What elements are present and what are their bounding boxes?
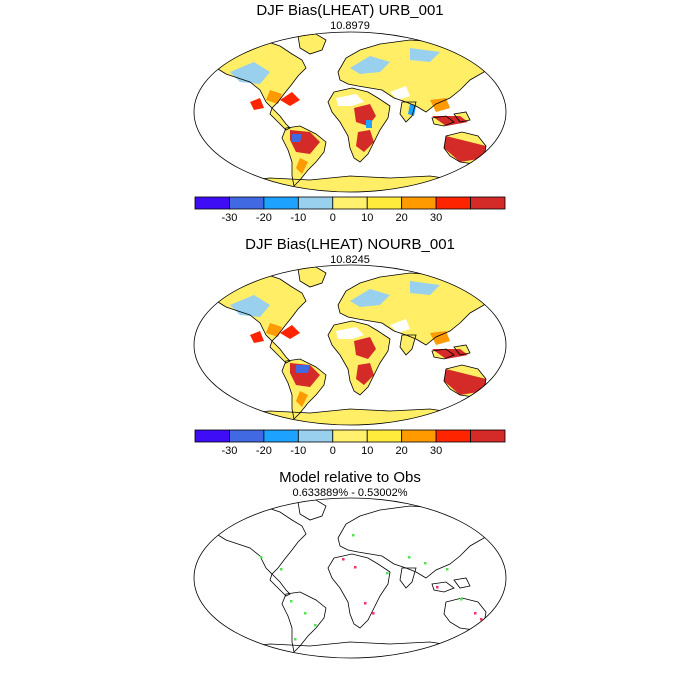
colorbar-2-swatch <box>263 429 299 443</box>
panel1-subtitle: 10.8979 <box>330 20 370 32</box>
panel1-title: DJF Bias(LHEAT) URB_001 <box>256 2 444 19</box>
panel3-subtitle: 0.633889% - 0.53002% <box>292 487 408 499</box>
colorbar-2-swatch <box>470 429 506 443</box>
colorbar-1-swatch <box>297 196 334 210</box>
colorbar-2-tick-label: 20 <box>396 445 408 457</box>
change-point <box>314 624 317 627</box>
colorbar-2-tick-label: 30 <box>430 445 442 457</box>
change-point <box>460 598 463 601</box>
colorbar-1-swatch <box>470 196 506 210</box>
change-point <box>436 586 439 589</box>
change-point <box>280 568 283 571</box>
panel3-map <box>193 497 507 659</box>
colorbar-2-swatch <box>401 429 437 443</box>
panel3-change-points <box>260 534 483 641</box>
colorbar-2-tick-label: -10 <box>290 445 306 457</box>
colorbar-2-tick-label: 0 <box>330 445 336 457</box>
colorbar-1-tick-label: -30 <box>221 212 237 224</box>
change-point <box>304 612 307 615</box>
colorbar-1: -30 -20 -10 0 10 20 30 <box>194 196 506 224</box>
colorbar-1-swatch <box>332 196 368 210</box>
change-point <box>260 556 263 559</box>
colorbar-2-swatch <box>194 429 230 443</box>
change-point <box>480 618 483 621</box>
change-point <box>364 602 367 605</box>
colorbar-1-swatch <box>366 196 403 210</box>
colorbar-2-swatch <box>297 429 334 443</box>
colorbar-1-tick-label: 10 <box>361 212 373 224</box>
colorbar-2-swatch <box>332 429 368 443</box>
colorbar-1-tick-label: 0 <box>330 212 336 224</box>
change-point <box>408 556 411 559</box>
colorbar-1-swatch <box>263 196 299 210</box>
panel2-subtitle: 10.8245 <box>330 254 370 266</box>
panel2-bias-field <box>230 281 486 407</box>
colorbar-2-swatch <box>435 429 471 443</box>
colorbar-2-tick-label: -30 <box>221 445 237 457</box>
change-point <box>352 534 355 537</box>
colorbar-1-tick-label: -20 <box>256 212 272 224</box>
change-point <box>290 600 293 603</box>
change-point <box>424 562 427 565</box>
colorbar-1-tick-label: -10 <box>290 212 306 224</box>
change-point <box>294 638 297 641</box>
colorbar-2-tick-label: -20 <box>256 445 272 457</box>
panel3-title: Model relative to Obs <box>279 469 421 486</box>
colorbar-1-tick-label: 20 <box>396 212 408 224</box>
panel2-map <box>193 264 507 426</box>
colorbar-1-swatch <box>435 196 471 210</box>
colorbar-1-swatch <box>194 196 230 210</box>
colorbar-2: -30 -20 -10 0 10 20 30 <box>194 429 506 457</box>
colorbar-2-tick-label: 10 <box>361 445 373 457</box>
change-point <box>474 612 477 615</box>
colorbar-1-tick-label: 30 <box>430 212 442 224</box>
change-point <box>386 572 389 575</box>
colorbar-1-swatch <box>401 196 437 210</box>
colorbar-2-swatch <box>229 429 265 443</box>
change-point <box>354 566 357 569</box>
panel1-bias-field <box>230 48 486 174</box>
panel2-title: DJF Bias(LHEAT) NOURB_001 <box>245 236 455 253</box>
change-point <box>446 568 449 571</box>
panel1-map-border <box>193 31 507 193</box>
change-point <box>372 612 375 615</box>
panel2-map-border <box>193 264 507 426</box>
change-point <box>342 558 345 561</box>
colorbar-2-swatch <box>366 429 403 443</box>
colorbar-1-swatch <box>229 196 265 210</box>
panel3-map-border <box>193 497 507 659</box>
panel1-map <box>193 31 507 193</box>
